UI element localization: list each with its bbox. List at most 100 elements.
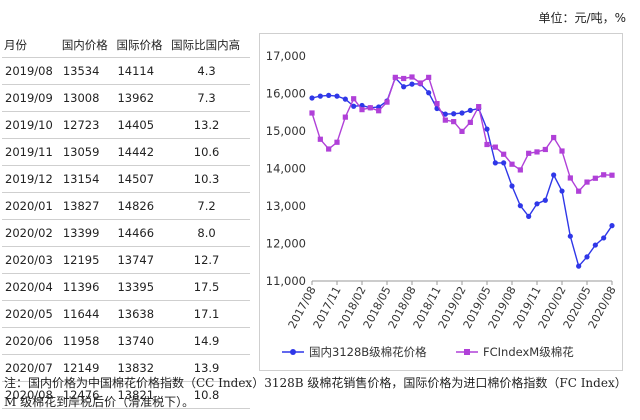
cell-month: 2020/06 <box>2 327 60 355</box>
cell-domestic-price: 13154 <box>59 165 115 193</box>
cell-month: 2019/11 <box>2 138 60 166</box>
legend-label: FCIndexM级棉花 <box>483 345 574 359</box>
data-point <box>309 110 315 116</box>
table-row: 2019/12 13154 14507 10.3 <box>2 165 250 193</box>
cell-premium: 13.9 <box>169 354 250 382</box>
data-point <box>592 242 598 248</box>
cell-domestic-price: 11958 <box>59 327 115 355</box>
data-point <box>309 95 315 101</box>
data-point <box>334 93 340 99</box>
table-row: 2020/02 13399 14466 8.0 <box>2 219 250 247</box>
table-row: 2020/03 12195 13747 12.7 <box>2 246 250 274</box>
table-row: 2019/09 13008 13962 7.3 <box>2 84 250 112</box>
data-point <box>551 172 557 178</box>
cell-domestic-price: 13399 <box>59 219 115 247</box>
table-row: 2019/08 13534 14114 4.3 <box>2 57 250 85</box>
cell-premium: 4.3 <box>169 57 250 85</box>
data-point <box>409 81 415 87</box>
table-row: 2020/07 12149 13832 13.9 <box>2 354 250 382</box>
price-line-chart: 11,000 12,000 13,000 14,000 15,000 16,000 17,0… <box>266 49 619 359</box>
cell-domestic-price: 12476 <box>59 381 115 409</box>
cell-intl-price: 13638 <box>114 300 170 328</box>
data-point <box>417 80 423 86</box>
data-point <box>434 101 440 107</box>
y-tick-label: 15,000 <box>266 124 306 138</box>
cell-intl-price: 14826 <box>114 192 170 220</box>
cell-month: 2019/08 <box>2 57 60 85</box>
cell-domestic-price: 12723 <box>59 111 115 139</box>
data-point <box>451 119 457 125</box>
cell-premium: 10.3 <box>169 165 250 193</box>
data-point <box>567 233 573 239</box>
cell-intl-price: 13395 <box>114 273 170 301</box>
cell-month: 2020/01 <box>2 192 60 220</box>
cell-intl-price: 13832 <box>114 354 170 382</box>
data-point <box>534 201 540 207</box>
y-tick-label: 13,000 <box>266 199 306 213</box>
data-point <box>376 108 382 114</box>
data-point <box>442 111 448 117</box>
data-point <box>501 160 507 166</box>
table-row: 2019/10 12723 14405 13.2 <box>2 111 250 139</box>
cell-domestic-price: 13534 <box>59 57 115 85</box>
data-point <box>551 134 557 141</box>
cell-month: 2019/09 <box>2 84 60 112</box>
y-tick-label: 11,000 <box>266 274 306 288</box>
cell-intl-price: 13740 <box>114 327 170 355</box>
cell-premium: 17.1 <box>169 300 250 328</box>
data-point <box>367 105 373 111</box>
cell-premium: 8.0 <box>169 219 250 247</box>
cell-intl-price: 14114 <box>114 57 170 85</box>
y-tick-label: 17,000 <box>266 49 306 63</box>
data-point <box>476 104 482 110</box>
data-point <box>609 172 615 178</box>
data-point <box>542 197 548 203</box>
cell-month: 2020/04 <box>2 273 60 301</box>
cell-intl-price: 14442 <box>114 138 170 166</box>
y-tick-label: 12,000 <box>266 237 306 251</box>
cell-premium: 17.5 <box>169 273 250 301</box>
unit-label: 单位：元/吨，% <box>538 11 626 25</box>
table-header-row: 月份 国内价格 国际价格 国际比国内高 <box>2 33 250 58</box>
header-month: 月份 <box>2 33 60 58</box>
data-point <box>326 92 332 98</box>
cell-month: 2019/10 <box>2 111 60 139</box>
data-point <box>484 141 490 148</box>
data-point <box>326 146 332 152</box>
data-point <box>609 223 615 229</box>
table-row: 2020/08 12476 13821 10.8 <box>2 381 250 409</box>
cell-premium: 14.9 <box>169 327 250 355</box>
header-premium: 国际比国内高 <box>169 33 250 58</box>
cell-domestic-price: 11644 <box>59 300 115 328</box>
data-point <box>317 93 323 99</box>
y-tick-label: 16,000 <box>266 87 306 101</box>
data-point <box>584 179 590 185</box>
cell-premium: 7.3 <box>169 84 250 112</box>
cell-domestic-price: 13827 <box>59 192 115 220</box>
data-point <box>517 203 523 209</box>
data-point <box>459 110 465 116</box>
series-line-0 <box>311 76 613 268</box>
series-line-1 <box>311 76 613 193</box>
header-intl-price: 国际价格 <box>114 33 170 58</box>
footnote: 注：国内价格为中国棉花价格指数（CC Index）3128B 级棉花销售价格，国… <box>4 376 627 409</box>
data-point <box>467 107 473 113</box>
cell-domestic-price: 12195 <box>59 246 115 274</box>
data-point <box>467 119 473 125</box>
cell-premium: 10.8 <box>169 381 250 409</box>
data-point <box>601 235 607 241</box>
cell-domestic-price: 12149 <box>59 354 115 382</box>
data-point <box>317 136 323 142</box>
data-point <box>426 74 432 80</box>
legend-label: 国内3128B级棉花价格 <box>309 345 427 359</box>
data-point <box>509 183 515 189</box>
data-point <box>459 128 465 134</box>
data-point <box>576 188 582 194</box>
cell-month: 2020/05 <box>2 300 60 328</box>
data-point <box>492 160 498 166</box>
data-point <box>526 150 532 156</box>
cell-domestic-price: 13008 <box>59 84 115 112</box>
cell-intl-price: 14405 <box>114 111 170 139</box>
data-point <box>592 175 598 181</box>
data-point <box>409 74 415 80</box>
